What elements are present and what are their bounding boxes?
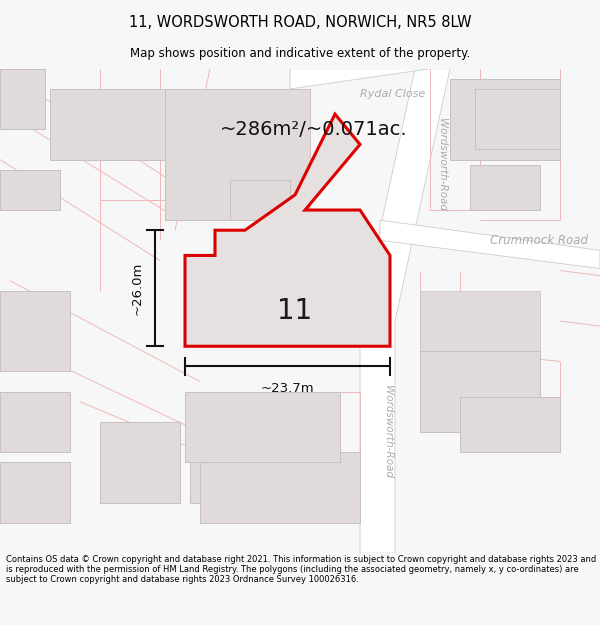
Text: Map shows position and indicative extent of the property.: Map shows position and indicative extent…	[130, 47, 470, 60]
Polygon shape	[0, 69, 45, 129]
Text: 11, WORDSWORTH ROAD, NORWICH, NR5 8LW: 11, WORDSWORTH ROAD, NORWICH, NR5 8LW	[128, 15, 472, 30]
Polygon shape	[100, 422, 180, 502]
Text: ~286m²/~0.071ac.: ~286m²/~0.071ac.	[220, 120, 407, 139]
Polygon shape	[0, 291, 70, 371]
Polygon shape	[230, 89, 290, 180]
Polygon shape	[290, 69, 430, 89]
Text: Contains OS data © Crown copyright and database right 2021. This information is : Contains OS data © Crown copyright and d…	[6, 554, 596, 584]
Polygon shape	[165, 89, 310, 220]
Polygon shape	[475, 89, 560, 149]
Text: Rydal Close: Rydal Close	[360, 89, 425, 99]
Text: Wordsworth-Road: Wordsworth-Road	[437, 118, 447, 211]
Text: 11: 11	[277, 297, 313, 325]
Polygon shape	[50, 89, 165, 159]
Polygon shape	[0, 169, 60, 210]
Polygon shape	[165, 89, 290, 220]
Polygon shape	[0, 462, 70, 523]
Polygon shape	[420, 291, 540, 351]
Text: ~23.7m: ~23.7m	[260, 382, 314, 395]
Polygon shape	[185, 114, 390, 346]
Polygon shape	[0, 392, 70, 452]
Polygon shape	[380, 220, 600, 269]
Polygon shape	[185, 392, 340, 462]
Polygon shape	[470, 164, 540, 210]
Text: Crummock Road: Crummock Road	[490, 234, 588, 247]
Polygon shape	[200, 452, 360, 523]
Text: ~26.0m: ~26.0m	[131, 261, 143, 315]
Text: Wordsworth-Road: Wordsworth-Road	[383, 386, 393, 479]
Polygon shape	[190, 422, 280, 502]
Polygon shape	[450, 79, 560, 159]
Polygon shape	[460, 397, 560, 452]
Polygon shape	[420, 351, 540, 432]
Polygon shape	[360, 69, 450, 553]
